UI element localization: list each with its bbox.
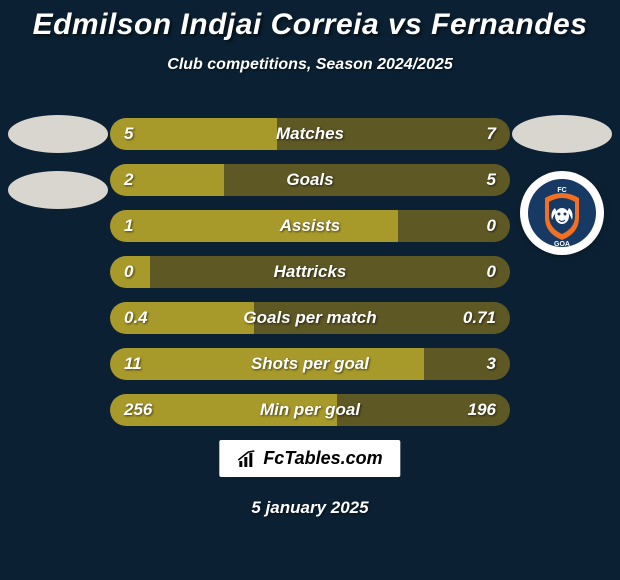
page-title: Edmilson Indjai Correia vs Fernandes (0, 0, 620, 42)
stat-label: Hattricks (110, 256, 510, 288)
stat-label: Matches (110, 118, 510, 150)
fc-goa-icon: FC GOA (527, 178, 597, 248)
stat-row: Goals2 5 (110, 164, 510, 196)
svg-text:FC: FC (557, 187, 566, 194)
stat-value-right: 0 (487, 210, 496, 242)
stat-label: Min per goal (110, 394, 510, 426)
stat-value-left: 2 (124, 164, 133, 196)
stat-label: Goals per match (110, 302, 510, 334)
stat-row: Shots per goal11 3 (110, 348, 510, 380)
branding-badge: FcTables.com (219, 440, 400, 477)
generated-date: 5 january 2025 (0, 498, 620, 518)
branding-text: FcTables.com (263, 448, 382, 469)
stats-area: Matches57Goals25Assists10Hattricks00Goal… (110, 118, 510, 440)
stat-label: Shots per goal (110, 348, 510, 380)
stat-row: Matches5 7 (110, 118, 510, 150)
stat-value-right: 196 (468, 394, 496, 426)
player-left-badges (8, 115, 108, 227)
infographic-container: Edmilson Indjai Correia vs Fernandes Clu… (0, 0, 620, 580)
team-right-logo: FC GOA (520, 171, 604, 255)
stat-value-right: 7 (487, 118, 496, 150)
stat-value-right: 3 (487, 348, 496, 380)
stat-value-left: 1 (124, 210, 133, 242)
player-left-oval-2 (8, 171, 108, 209)
stat-label: Goals (110, 164, 510, 196)
stat-value-left: 5 (124, 118, 133, 150)
svg-text:GOA: GOA (554, 241, 570, 248)
stat-label: Assists (110, 210, 510, 242)
stat-row: Assists1 0 (110, 210, 510, 242)
page-subtitle: Club competitions, Season 2024/2025 (0, 56, 620, 74)
stat-value-left: 0.4 (124, 302, 148, 334)
stat-value-right: 0 (487, 256, 496, 288)
stat-value-left: 0 (124, 256, 133, 288)
stat-value-left: 256 (124, 394, 152, 426)
stat-row: Hattricks0 0 (110, 256, 510, 288)
player-right-badges: FC GOA (512, 115, 612, 255)
stat-value-right: 0.71 (463, 302, 496, 334)
stat-value-left: 11 (124, 348, 142, 380)
chart-icon (237, 449, 257, 469)
player-left-oval-1 (8, 115, 108, 153)
stat-value-right: 5 (487, 164, 496, 196)
player-right-oval-1 (512, 115, 612, 153)
stat-row: Min per goal256 196 (110, 394, 510, 426)
stat-row: Goals per match0.4 0.71 (110, 302, 510, 334)
